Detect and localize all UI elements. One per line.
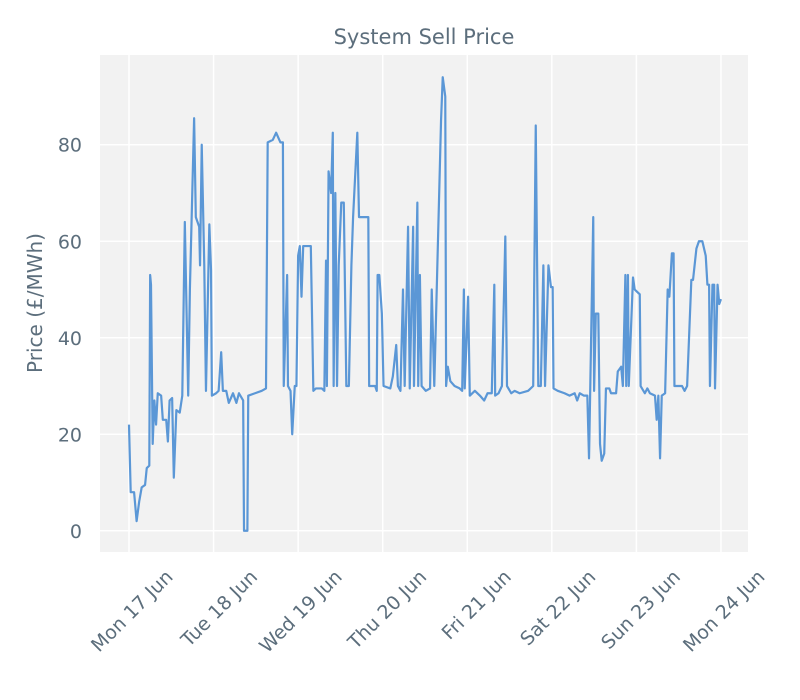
y-tick-label: 0 [70,521,82,543]
y-tick-label: 20 [58,424,82,446]
x-tick-label: Sat 22 Jun [516,566,600,650]
y-tick-label: 80 [58,135,82,157]
x-tick-label: Fri 21 Jun [438,566,516,644]
x-tick-label: Tue 18 Jun [176,566,262,652]
x-tick-label: Thu 20 Jun [343,566,431,654]
price-line [127,76,722,532]
x-tick-label: Mon 24 Jun [679,566,770,657]
chart-title: System Sell Price [334,25,515,49]
x-tick-label: Wed 19 Jun [255,566,346,657]
x-tick-label: Mon 17 Jun [87,566,178,657]
y-axis-label: Price (£/MWh) [23,233,47,373]
x-tick-label: Sun 23 Jun [597,566,685,654]
y-tick-label: 40 [58,328,82,350]
plot-area [100,55,748,552]
y-tick-label: 60 [58,231,82,253]
